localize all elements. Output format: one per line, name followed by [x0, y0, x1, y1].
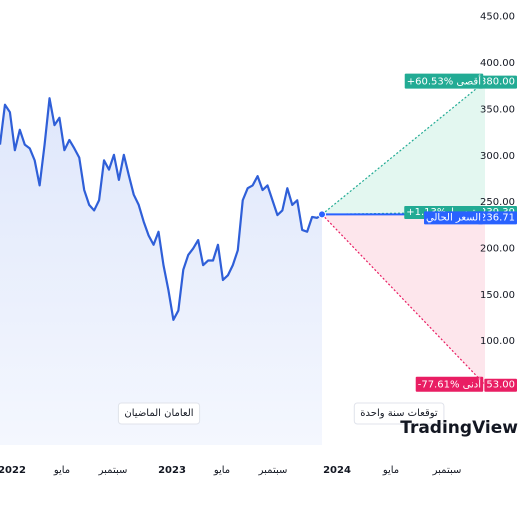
annotation-box: [353, 402, 445, 425]
price-line: [0, 97, 323, 321]
axis-value-label: 53.00: [486, 380, 515, 391]
x-tick-label: 2024: [323, 465, 351, 476]
y-tick-label: 150.00: [480, 290, 515, 301]
label-box: [424, 211, 483, 225]
history-area: [0, 98, 322, 445]
y-tick-label: 350.00: [480, 104, 515, 115]
y-tick-label: 200.00: [480, 243, 515, 254]
x-tick-label: مايو: [213, 465, 230, 476]
y-tick-label: 250.00: [480, 197, 515, 208]
forecast-line: [321, 211, 486, 216]
forecast-line: [321, 81, 486, 215]
forecast-up-area: [322, 81, 485, 215]
y-tick-label: 450.00: [480, 12, 515, 23]
label-box: [415, 376, 484, 392]
annotation: العامان الماضيان: [124, 408, 193, 419]
annotation: توقعات سنة واحدة: [360, 408, 438, 419]
current-tag: السعر الحالي: [426, 212, 481, 223]
x-tick-label: 2023: [158, 465, 186, 476]
x-tick-label: سبتمبر: [98, 465, 128, 476]
label-box: [478, 211, 517, 225]
label-box: [404, 73, 484, 89]
axis-value-label: 380.00: [480, 77, 515, 88]
y-tick-label: 400.00: [480, 58, 515, 69]
axis-value-label: 236.71: [480, 212, 515, 223]
y-tick-label: 100.00: [480, 336, 515, 347]
x-tick-label: سبتمبر: [258, 465, 288, 476]
x-tick-label: 2022: [0, 465, 26, 476]
forecast-tag: +60.53% أقصى: [407, 75, 481, 88]
x-tick-label: مايو: [53, 465, 70, 476]
y-tick-label: 300.00: [480, 151, 515, 162]
annotation-box: [117, 402, 201, 425]
x-tick-label: مايو: [382, 465, 399, 476]
x-tick-label: سبتمبر: [432, 465, 462, 476]
label-box: [478, 75, 517, 89]
label-box: [484, 378, 517, 392]
current-dot: [318, 210, 326, 219]
forecast-tag: -77.61% أدنى: [418, 378, 481, 391]
forecast-line: [321, 214, 486, 386]
logo: TradingView: [400, 418, 518, 438]
